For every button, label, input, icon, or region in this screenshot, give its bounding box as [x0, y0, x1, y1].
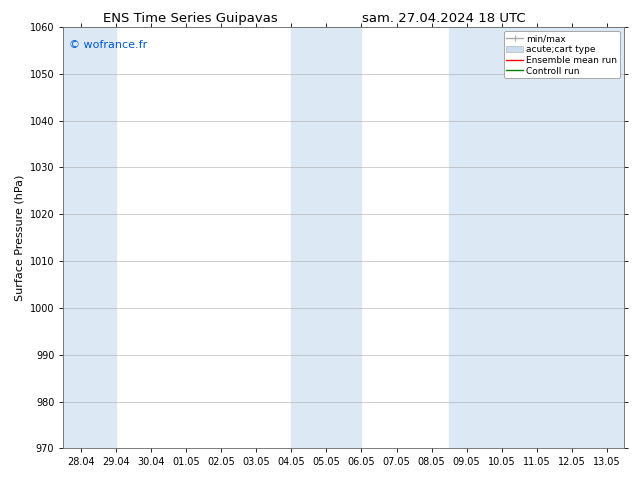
Bar	[292, 27, 361, 448]
Y-axis label: Surface Pressure (hPa): Surface Pressure (hPa)	[14, 174, 24, 301]
Text: sam. 27.04.2024 18 UTC: sam. 27.04.2024 18 UTC	[362, 12, 526, 25]
Bar	[449, 27, 624, 448]
Text: © wofrance.fr: © wofrance.fr	[69, 40, 147, 49]
Legend: min/max, acute;cart type, Ensemble mean run, Controll run: min/max, acute;cart type, Ensemble mean …	[503, 31, 620, 78]
Bar	[63, 27, 116, 448]
Text: ENS Time Series Guipavas: ENS Time Series Guipavas	[103, 12, 278, 25]
